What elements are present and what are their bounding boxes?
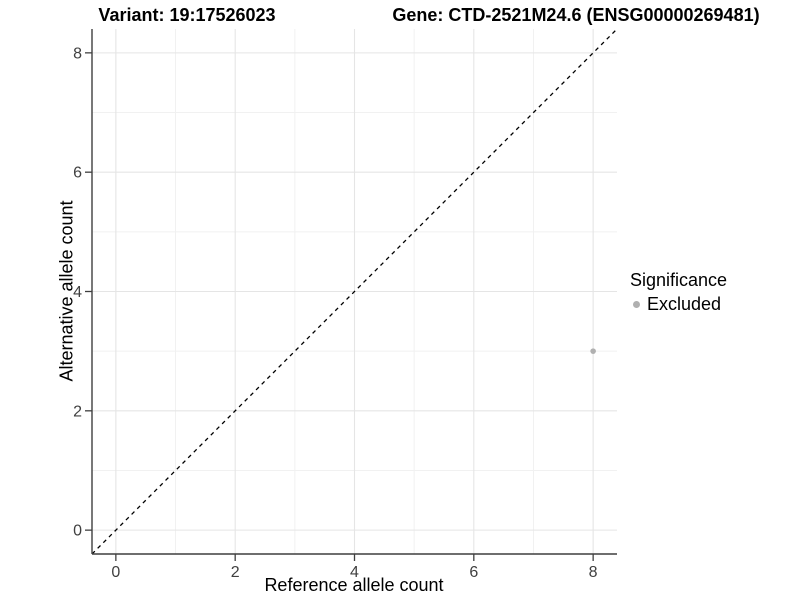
y-tick-label: 6 bbox=[73, 165, 82, 182]
y-tick-label: 4 bbox=[73, 284, 82, 301]
y-tick-label: 2 bbox=[73, 403, 82, 420]
x-tick-label: 8 bbox=[589, 564, 598, 581]
legend-item-label: Excluded bbox=[647, 294, 722, 314]
x-tick-label: 4 bbox=[350, 564, 359, 581]
x-tick-label: 6 bbox=[469, 564, 478, 581]
identity-reference-line bbox=[91, 28, 618, 555]
y-tick-label: 0 bbox=[73, 523, 82, 540]
legend: Significance Excluded bbox=[630, 270, 727, 315]
y-tick-label: 8 bbox=[73, 45, 82, 62]
variant-title: Variant: 19:17526023 bbox=[98, 5, 276, 25]
data-point-excluded bbox=[590, 348, 596, 354]
x-tick-label: 0 bbox=[111, 564, 120, 581]
legend-title: Significance bbox=[630, 270, 728, 290]
y-axis-title: Alternative allele count bbox=[56, 200, 77, 382]
excluded-point-icon bbox=[633, 301, 640, 308]
x-tick-label: 2 bbox=[231, 564, 240, 581]
x-axis-title: Reference allele count bbox=[264, 575, 444, 595]
legend-item-excluded: Excluded bbox=[630, 294, 727, 315]
gene-title: Gene: CTD-2521M24.6 (ENSG00000269481) bbox=[392, 5, 760, 25]
